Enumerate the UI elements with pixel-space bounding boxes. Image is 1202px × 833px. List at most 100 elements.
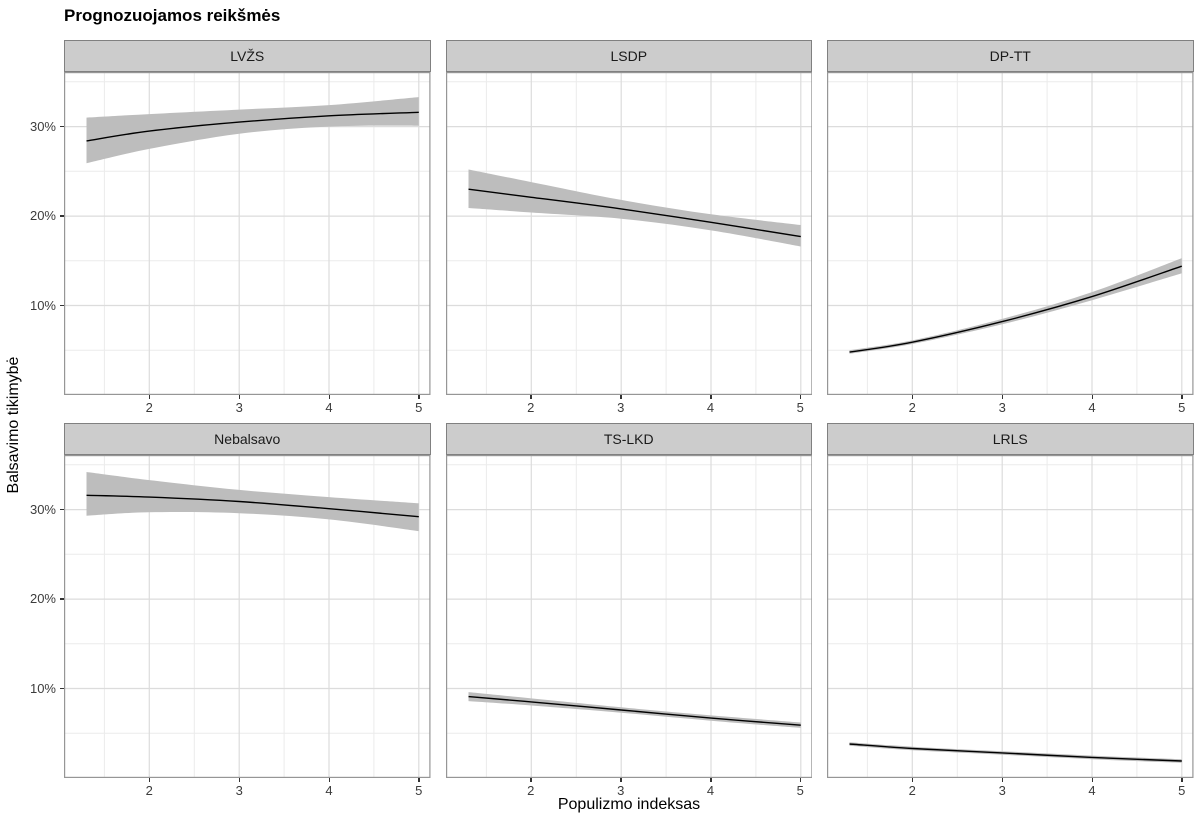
x-tick-mark bbox=[530, 778, 532, 782]
facet-strip-label: LSDP bbox=[610, 48, 648, 64]
y-tick-label: 10% bbox=[29, 680, 56, 696]
x-tick-label: 5 bbox=[796, 400, 804, 415]
x-tick-label: 3 bbox=[617, 783, 625, 798]
x-tick-mark bbox=[148, 395, 151, 399]
x-tick-label: 4 bbox=[325, 783, 333, 798]
x-tick-mark bbox=[238, 778, 241, 782]
x-tick-label: 5 bbox=[415, 400, 423, 415]
x-tick-mark bbox=[418, 395, 420, 399]
y-tick-mark bbox=[60, 687, 64, 690]
x-tick-label: 4 bbox=[325, 400, 333, 415]
facet-strip-nebalsavo: Nebalsavo bbox=[64, 423, 431, 455]
x-tick-mark bbox=[620, 395, 622, 399]
x-tick-mark bbox=[530, 395, 532, 399]
x-tick-mark bbox=[710, 395, 712, 399]
y-tick-mark bbox=[60, 125, 64, 128]
facet-strip-label: DP-TT bbox=[989, 48, 1031, 64]
x-tick-label: 2 bbox=[527, 783, 535, 798]
x-tick-mark bbox=[799, 395, 802, 399]
y-tick-mark bbox=[60, 508, 64, 511]
panel-border bbox=[445, 455, 812, 778]
chart-title: Prognozuojamos reikšmės bbox=[64, 6, 281, 25]
x-tick-mark bbox=[620, 778, 622, 782]
x-tick-mark bbox=[1001, 778, 1004, 782]
confidence-ribbon bbox=[468, 169, 801, 247]
x-tick-label: 4 bbox=[706, 400, 715, 415]
x-tick-mark bbox=[710, 778, 712, 782]
y-tick-mark bbox=[60, 598, 64, 600]
facet-strip-label: Nebalsavo bbox=[214, 431, 281, 447]
x-tick-mark bbox=[911, 395, 914, 399]
facet-strip-lvzs: LVŽS bbox=[64, 40, 431, 72]
x-tick-label: 4 bbox=[706, 783, 715, 798]
confidence-ribbon bbox=[86, 97, 419, 164]
x-tick-label: 5 bbox=[1178, 400, 1186, 415]
x-tick-label: 2 bbox=[908, 783, 916, 798]
y-tick-mark bbox=[60, 215, 64, 217]
panel-border bbox=[445, 72, 812, 395]
panel-border bbox=[827, 72, 1194, 395]
x-tick-mark bbox=[328, 395, 330, 399]
facet-strip-lrls: LRLS bbox=[827, 423, 1194, 455]
panel-border bbox=[827, 455, 1194, 778]
x-tick-mark bbox=[1091, 395, 1093, 399]
x-tick-label: 2 bbox=[908, 400, 916, 415]
x-axis-title: Populizmo indeksas bbox=[557, 796, 701, 813]
panel-border bbox=[64, 455, 431, 778]
facet-strip-ts-lkd: TS-LKD bbox=[445, 423, 812, 455]
x-tick-mark bbox=[418, 778, 420, 782]
y-tick-label: 30% bbox=[29, 501, 56, 517]
facet-strip-dp-tt: DP-TT bbox=[827, 40, 1194, 72]
x-tick-label: 3 bbox=[998, 783, 1006, 798]
x-tick-mark bbox=[328, 778, 330, 782]
x-tick-label: 3 bbox=[998, 400, 1006, 415]
panel-border bbox=[64, 72, 431, 395]
trend-line bbox=[467, 188, 801, 238]
x-tick-label: 5 bbox=[1178, 783, 1186, 798]
x-tick-mark bbox=[1001, 395, 1004, 399]
panel-background bbox=[827, 72, 1194, 395]
y-axis-title: Balsavimo tikimybė bbox=[5, 356, 22, 494]
x-tick-label: 5 bbox=[415, 783, 423, 798]
facet-panel-lrls bbox=[827, 455, 1194, 778]
y-tick-mark bbox=[60, 304, 64, 307]
y-tick-label: 10% bbox=[29, 297, 56, 313]
x-tick-label: 2 bbox=[145, 400, 153, 415]
panel-background bbox=[445, 455, 812, 778]
facet-panel-lsdp bbox=[445, 72, 812, 395]
x-tick-mark bbox=[238, 395, 241, 399]
facet-strip-label: LVŽS bbox=[230, 48, 265, 64]
x-tick-mark bbox=[911, 778, 914, 782]
y-tick-label: 20% bbox=[29, 208, 56, 224]
x-tick-label: 2 bbox=[145, 783, 153, 798]
y-tick-label: 30% bbox=[29, 118, 56, 134]
x-tick-mark bbox=[1181, 395, 1183, 399]
facet-panel-dp-tt bbox=[827, 72, 1194, 395]
x-tick-label: 3 bbox=[235, 783, 243, 798]
x-tick-label: 3 bbox=[617, 400, 625, 415]
facet-strip-lsdp: LSDP bbox=[445, 40, 812, 72]
trend-line bbox=[849, 743, 1182, 762]
confidence-ribbon bbox=[86, 472, 419, 532]
panel-background bbox=[827, 455, 1194, 778]
trend-line bbox=[467, 695, 801, 726]
facet-panel-ts-lkd bbox=[445, 455, 812, 778]
x-tick-mark bbox=[1181, 778, 1183, 782]
facet-panel-nebalsavo bbox=[64, 455, 431, 778]
trend-line bbox=[849, 265, 1183, 353]
facet-panel-lvzs bbox=[64, 72, 431, 395]
x-tick-label: 2 bbox=[527, 400, 535, 415]
x-tick-mark bbox=[148, 778, 151, 782]
trend-line bbox=[86, 494, 419, 518]
trend-line bbox=[86, 111, 419, 142]
x-tick-label: 3 bbox=[235, 400, 243, 415]
x-tick-label: 5 bbox=[796, 783, 804, 798]
x-tick-mark bbox=[1091, 778, 1093, 782]
x-tick-label: 4 bbox=[1088, 783, 1096, 798]
facet-strip-label: TS-LKD bbox=[603, 431, 654, 447]
x-tick-mark bbox=[799, 778, 802, 782]
y-tick-label: 20% bbox=[29, 591, 56, 607]
x-tick-label: 4 bbox=[1088, 400, 1096, 415]
facet-strip-label: LRLS bbox=[992, 431, 1028, 447]
